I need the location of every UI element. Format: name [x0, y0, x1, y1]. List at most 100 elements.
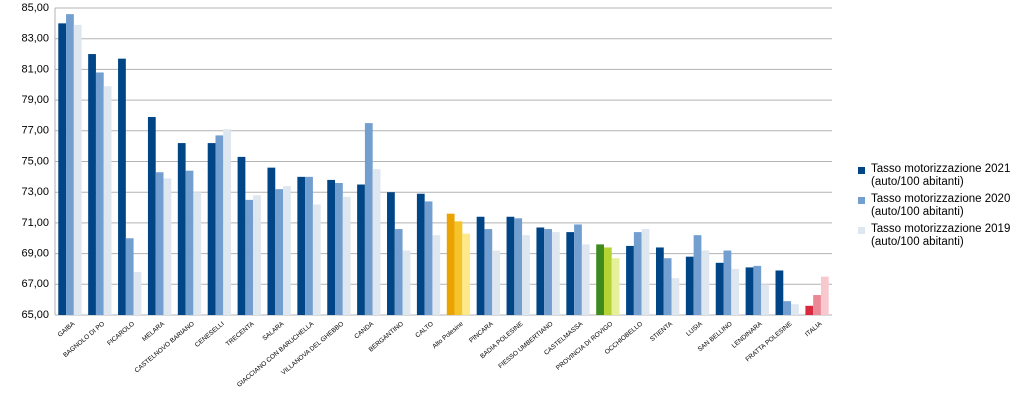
bar: [394, 229, 403, 315]
bar: [387, 192, 395, 315]
x-tick-label: SALARA: [261, 320, 286, 342]
x-tick-label: CASTELNOVO BARIANO: [134, 320, 196, 374]
x-tick-label: FIESSO UMBERTIANO: [497, 320, 554, 370]
bar: [663, 258, 672, 315]
bar: [745, 267, 754, 315]
x-tick-label: GAIBA: [57, 320, 77, 339]
bar: [641, 229, 650, 315]
bar: [305, 176, 313, 315]
bar: [193, 192, 202, 315]
legend-swatch: [858, 227, 865, 234]
x-tick-label: STIENTA: [649, 320, 675, 343]
y-tick-label: 65,00: [21, 309, 49, 321]
bar: [574, 224, 582, 315]
y-tick-label: 71,00: [21, 217, 49, 229]
bar: [342, 196, 351, 315]
bar: [253, 195, 261, 315]
bar: [223, 129, 232, 315]
bar: [723, 250, 732, 315]
legend-item: Tasso motorizzazione 2021 (auto/100 abit…: [858, 163, 1010, 189]
bar: [432, 235, 441, 315]
bar: [58, 23, 67, 315]
bar: [596, 244, 604, 315]
bar: [633, 232, 642, 315]
bar: [416, 193, 425, 315]
y-tick-label: 73,00: [21, 186, 49, 198]
bar: [335, 182, 343, 315]
bar: [73, 24, 82, 315]
y-tick-label: 79,00: [21, 94, 49, 106]
bar: [791, 304, 799, 315]
y-tick-label: 69,00: [21, 248, 49, 260]
bar: [820, 276, 829, 315]
bar: [163, 178, 172, 315]
legend-item: Tasso motorizzazione 2019 (auto/100 abit…: [858, 223, 1010, 249]
bar: [207, 143, 216, 315]
x-tick-label: PINCARA: [468, 320, 495, 344]
bar: [283, 186, 291, 315]
bar: [551, 232, 560, 315]
legend: Tasso motorizzazione 2021 (auto/100 abit…: [858, 163, 1010, 253]
bar: [88, 54, 96, 316]
bar: [701, 250, 710, 315]
bar: [372, 169, 381, 315]
x-tick-label: CANDA: [353, 320, 375, 340]
x-tick-label: Alto Polesine: [431, 320, 465, 350]
bar: [133, 272, 142, 315]
bar: [297, 176, 306, 315]
legend-label: Tasso motorizzazione 2021 (auto/100 abit…: [871, 163, 1011, 188]
bar: [506, 216, 515, 315]
x-tick-label: ITALIA: [804, 320, 824, 338]
y-tick-label: 67,00: [21, 278, 49, 290]
bar: [357, 184, 365, 315]
x-tick-label: FICAROLO: [106, 320, 136, 347]
bar: [424, 201, 433, 315]
bar: [245, 199, 254, 315]
bar: [655, 247, 664, 315]
bar: [492, 250, 500, 315]
bar: [103, 86, 112, 315]
bar: [813, 295, 821, 315]
legend-item: Tasso motorizzazione 2020 (auto/100 abit…: [858, 193, 1010, 219]
bar: [402, 250, 411, 315]
bar: [484, 229, 493, 315]
y-tick-label: 85,00: [21, 2, 49, 14]
bar: [514, 218, 523, 315]
legend-swatch: [858, 197, 865, 204]
bar: [125, 238, 134, 315]
bar: [476, 216, 485, 315]
x-tick-label: CENESELLI: [194, 320, 226, 348]
y-tick-label: 83,00: [21, 33, 49, 45]
bar: [566, 232, 575, 315]
bar: [237, 156, 246, 315]
bar: [147, 116, 156, 315]
bar: [446, 213, 455, 315]
bar: [66, 14, 74, 315]
bar: [522, 235, 530, 315]
bar: [783, 301, 792, 315]
bar: [275, 189, 284, 315]
bar: [462, 233, 471, 315]
bar: [805, 305, 814, 315]
legend-swatch: [858, 167, 865, 174]
x-tick-label: PROVINCIA DI ROVIGO: [555, 320, 614, 371]
y-tick-label: 77,00: [21, 125, 49, 137]
bar: [118, 58, 126, 315]
bar: [327, 179, 336, 315]
bar: [267, 167, 276, 315]
bar: [626, 245, 634, 315]
bar: [544, 229, 552, 315]
bar: [671, 278, 680, 315]
bar: [685, 256, 694, 315]
bar: [95, 72, 104, 315]
bar: [454, 221, 463, 315]
bar: [775, 270, 784, 315]
bar: [536, 227, 545, 315]
bar: [177, 143, 186, 315]
bar: [761, 284, 769, 315]
bar: [581, 244, 590, 315]
bar: [364, 123, 373, 315]
bar: [753, 265, 762, 315]
bar: [215, 135, 224, 315]
bar: [731, 268, 740, 315]
